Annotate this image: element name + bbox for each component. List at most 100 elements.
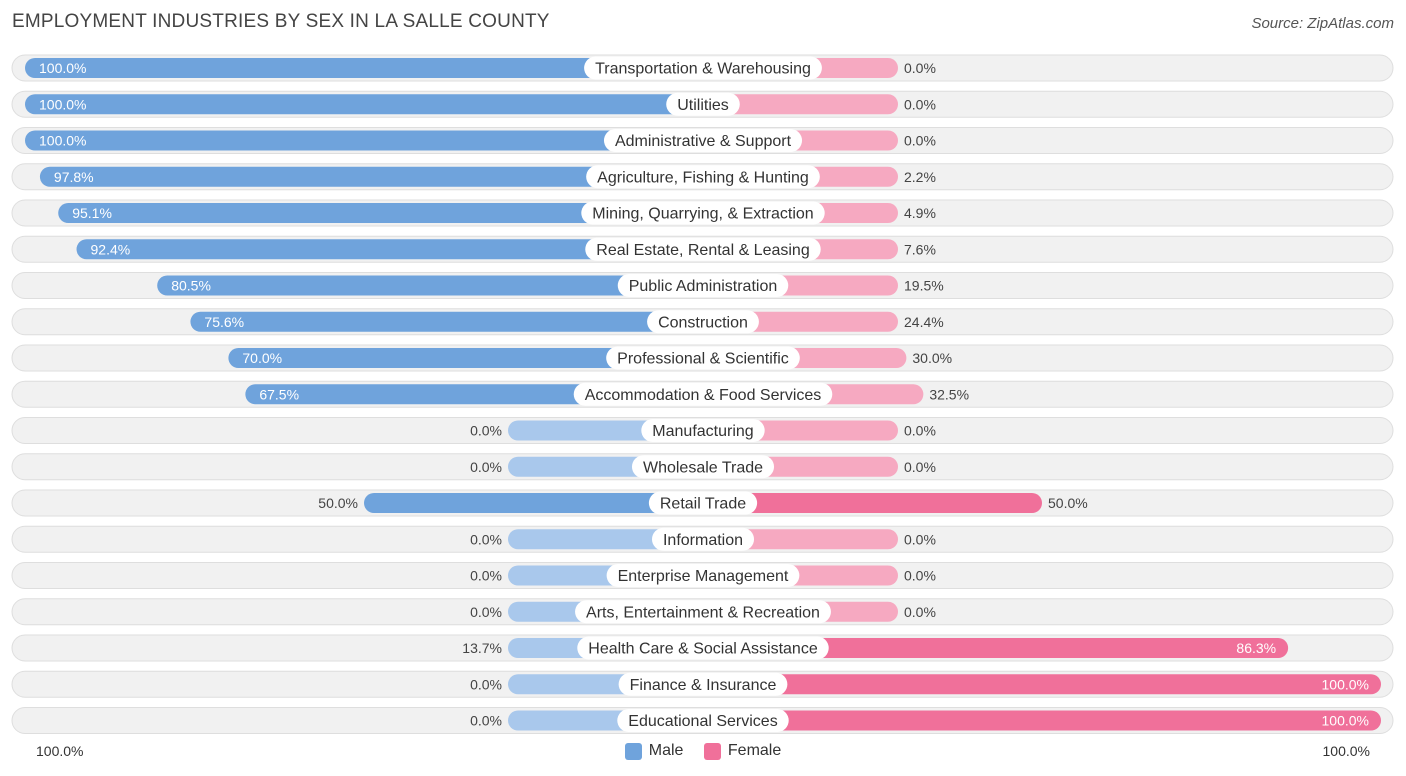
male-value-label: 100.0% (39, 60, 86, 76)
female-value-label: 100.0% (1322, 676, 1369, 692)
legend-swatch-female (703, 742, 721, 760)
female-value-label: 0.0% (904, 60, 936, 76)
female-value-label: 0.0% (904, 459, 936, 475)
female-value-label: 100.0% (1322, 713, 1369, 729)
male-bar (25, 94, 703, 115)
category-label: Mining, Quarrying, & Extraction (592, 206, 813, 223)
legend-swatch-male (624, 742, 642, 760)
female-value-label: 0.0% (904, 96, 936, 112)
category-pill (617, 274, 789, 297)
female-value-label: 4.9% (904, 205, 936, 221)
category-label: Finance & Insurance (630, 677, 777, 694)
male-bar (364, 493, 703, 513)
female-value-label: 86.3% (1236, 640, 1276, 656)
male-value-label: 70.0% (242, 350, 282, 366)
female-value-label: 50.0% (1048, 495, 1088, 511)
bar-row: 97.8% 2.2% Agriculture, Fishing & Hunting (11, 163, 1394, 191)
category-pill (641, 419, 765, 442)
chart-title: EMPLOYMENT INDUSTRIES BY SEX IN LA SALLE… (12, 11, 550, 32)
female-bar (703, 638, 1289, 658)
category-label: Manufacturing (652, 423, 753, 440)
male-value-label: 0.0% (470, 459, 502, 475)
category-pill (606, 346, 800, 370)
bar-row: 0.0% 100.0% Educational Services (11, 707, 1394, 734)
male-bar (25, 58, 703, 78)
female-value-label: 0.0% (904, 133, 936, 149)
male-value-label: 95.1% (72, 205, 112, 221)
category-pill (573, 382, 833, 406)
bar-row: 95.1% 4.9% Mining, Quarrying, & Extraction (11, 199, 1394, 227)
female-value-label: 32.5% (929, 386, 969, 402)
category-pill (577, 636, 829, 660)
male-value-label: 0.0% (470, 423, 502, 439)
category-pill (581, 201, 825, 225)
male-bar (190, 311, 703, 332)
male-bar (76, 239, 703, 260)
female-bar (703, 94, 898, 115)
source-label: Source: ZipAtlas.com (1251, 15, 1394, 32)
legend-label-female: Female (727, 742, 782, 759)
category-pill (618, 672, 788, 696)
category-label: Wholesale Trade (643, 459, 763, 476)
category-label: Construction (658, 314, 748, 331)
legend-label-male: Male (648, 742, 684, 759)
category-label: Accommodation & Food Services (585, 387, 822, 404)
male-value-label: 100.0% (39, 133, 86, 149)
male-value-label: 80.5% (171, 278, 211, 294)
male-value-label: 97.8% (54, 169, 94, 185)
category-pill (648, 491, 758, 515)
category-label: Arts, Entertainment & Recreation (586, 604, 820, 621)
category-label: Enterprise Management (618, 568, 789, 585)
male-value-label: 0.0% (470, 568, 502, 584)
bar-row: 92.4% 7.6% Real Estate, Rental & Leasing (11, 235, 1394, 263)
category-label: Transportation & Warehousing (595, 61, 811, 78)
male-value-label: 50.0% (318, 495, 358, 511)
female-bar (703, 674, 1381, 695)
chart-canvas: 100.0% 0.0%Transportation & Warehousing10… (11, 54, 1394, 734)
bar-row: 0.0% 0.0% Arts, Entertainment & Recreation (11, 598, 1394, 626)
female-value-label: 0.0% (904, 423, 936, 439)
bar-row: 13.7% 86.3% Health Care & Social Assistanc… (11, 634, 1394, 662)
category-label: Retail Trade (660, 496, 746, 513)
male-value-label: 0.0% (470, 604, 502, 620)
female-value-label: 0.0% (904, 568, 936, 584)
category-pill (603, 129, 803, 152)
legend: Male Female (0, 742, 1406, 765)
bar-row: 75.6% 24.4% Construction (11, 308, 1394, 336)
bar-row: 100.0% 0.0% Utilities (11, 90, 1394, 118)
category-pill (666, 92, 740, 116)
female-value-label: 7.6% (904, 241, 936, 257)
category-pill (617, 709, 789, 732)
male-value-label: 67.5% (259, 386, 299, 402)
female-value-label: 0.0% (904, 531, 936, 547)
category-label: Educational Services (628, 713, 777, 730)
category-label: Administrative & Support (615, 133, 792, 150)
male-bar (157, 275, 703, 296)
female-value-label: 0.0% (904, 604, 936, 620)
female-value-label: 2.2% (904, 169, 936, 185)
bar-row: 100.0% 0.0% Transportation & Warehousing (11, 54, 1394, 82)
category-pill (586, 165, 820, 189)
male-value-label: 92.4% (91, 241, 131, 257)
bar-row: 80.5% 19.5% Public Administration (11, 272, 1394, 299)
bar-row: 0.0% 0.0% Wholesale Trade (11, 453, 1394, 481)
category-pill (585, 237, 821, 261)
bar-row: 0.0% 0.0% Information (11, 525, 1394, 553)
male-bar (25, 130, 703, 151)
category-pill (606, 564, 800, 587)
category-label: Agriculture, Fishing & Hunting (597, 169, 809, 186)
female-value-label: 30.0% (912, 350, 952, 366)
category-label: Health Care & Social Assistance (588, 641, 818, 658)
category-pill (575, 600, 831, 624)
male-value-label: 100.0% (39, 96, 86, 112)
male-bar (39, 166, 703, 187)
male-bar (58, 203, 704, 223)
category-pill (584, 56, 822, 80)
male-value-label: 0.0% (470, 676, 502, 692)
bar-row: 0.0% 0.0% Enterprise Management (11, 562, 1394, 589)
male-value-label: 0.0% (470, 713, 502, 729)
category-pill (647, 310, 759, 334)
bar-row: 100.0% 0.0% Administrative & Support (11, 127, 1394, 154)
bar-row: 70.0% 30.0% Professional & Scientific (11, 344, 1394, 372)
male-value-label: 75.6% (204, 314, 244, 330)
